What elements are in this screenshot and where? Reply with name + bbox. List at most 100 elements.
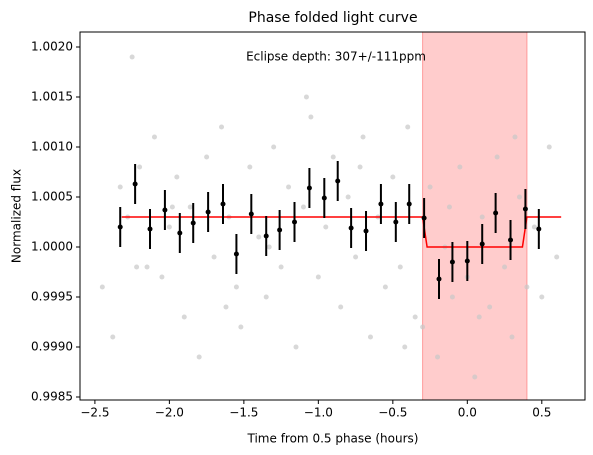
y-tick-label: 0.9995 — [31, 290, 73, 304]
data-point — [238, 324, 244, 330]
x-tick-label: −1.0 — [304, 406, 333, 420]
data-point — [435, 354, 441, 360]
binned-point — [508, 237, 514, 243]
data-point — [353, 254, 359, 260]
binned-point — [522, 206, 528, 212]
x-tick-label: −2.5 — [80, 406, 109, 420]
data-point — [169, 204, 175, 210]
data-point — [110, 334, 116, 340]
y-tick-label: 1.0000 — [31, 240, 73, 254]
binned-point — [220, 201, 226, 207]
y-tick-label: 1.0020 — [31, 40, 73, 54]
data-point — [166, 224, 172, 230]
binned-point — [363, 228, 369, 234]
data-point — [308, 114, 314, 120]
binned-point — [306, 185, 312, 191]
data-point — [99, 284, 105, 290]
data-point — [256, 234, 262, 240]
data-point — [233, 284, 239, 290]
data-point — [357, 164, 363, 170]
data-point — [405, 124, 411, 130]
x-tick-label: −1.5 — [229, 406, 258, 420]
binned-point — [493, 210, 499, 216]
data-point — [303, 94, 309, 100]
binned-point — [117, 224, 123, 230]
data-point — [531, 224, 537, 230]
data-point — [187, 204, 193, 210]
data-point — [345, 194, 351, 200]
data-point — [412, 314, 418, 320]
data-point — [219, 124, 225, 130]
y-tick-label: 1.0005 — [31, 190, 73, 204]
data-point — [472, 374, 478, 380]
data-point — [223, 304, 229, 310]
y-tick-label: 1.0010 — [31, 140, 73, 154]
data-point — [382, 284, 388, 290]
data-point — [524, 284, 530, 290]
data-point — [457, 164, 463, 170]
x-tick-label: −0.5 — [378, 406, 407, 420]
data-point — [420, 324, 426, 330]
binned-point — [190, 220, 196, 226]
binned-point — [132, 181, 138, 187]
data-point — [554, 254, 560, 260]
data-point — [263, 294, 269, 300]
data-point — [181, 314, 187, 320]
model-line — [121, 216, 562, 248]
data-point — [446, 204, 452, 210]
binned-point — [277, 227, 283, 233]
binned-point — [436, 276, 442, 282]
data-point — [144, 264, 150, 270]
binned-point — [449, 259, 455, 265]
annotation: Eclipse depth: 307+/-111ppm — [246, 50, 426, 64]
data-point — [479, 214, 485, 220]
binned-point — [464, 258, 470, 264]
data-point — [129, 54, 135, 60]
data-point — [487, 304, 493, 310]
binned-point — [536, 226, 542, 232]
data-point — [546, 144, 552, 150]
binned-point — [263, 233, 269, 239]
data-point — [204, 154, 210, 160]
data-point — [315, 274, 321, 280]
binned-point — [162, 207, 168, 213]
data-point — [509, 334, 515, 340]
data-point — [137, 164, 143, 170]
data-point — [323, 224, 329, 230]
data-point — [402, 344, 408, 350]
plot-frame — [79, 31, 586, 401]
data-point — [360, 134, 366, 140]
data-point — [151, 134, 157, 140]
data-point — [293, 344, 299, 350]
data-point — [390, 174, 396, 180]
data-point — [174, 174, 180, 180]
x-tick-label: −2.0 — [155, 406, 184, 420]
binned-point — [248, 211, 254, 217]
data-point — [247, 164, 253, 170]
data-point — [476, 314, 482, 320]
data-point — [427, 184, 433, 190]
data-point — [330, 154, 336, 160]
data-point — [449, 294, 455, 300]
binned-point — [292, 219, 298, 225]
data-point — [367, 334, 373, 340]
data-point — [338, 304, 344, 310]
data-point — [211, 254, 217, 260]
data-point — [502, 264, 508, 270]
data-point — [278, 264, 284, 270]
binned-point — [393, 219, 399, 225]
eclipse-region — [422, 31, 528, 401]
binned-point — [421, 215, 427, 221]
data-point — [266, 244, 272, 250]
data-point — [196, 354, 202, 360]
data-point — [539, 294, 545, 300]
data-point — [300, 204, 306, 210]
y-axis-label: Normalized flux — [10, 169, 24, 263]
x-axis-label: Time from 0.5 phase (hours) — [247, 432, 419, 446]
data-point — [271, 144, 277, 150]
data-point — [117, 184, 123, 190]
data-point — [286, 184, 292, 190]
binned-point — [147, 226, 153, 232]
chart-title: Phase folded light curve — [248, 10, 417, 26]
